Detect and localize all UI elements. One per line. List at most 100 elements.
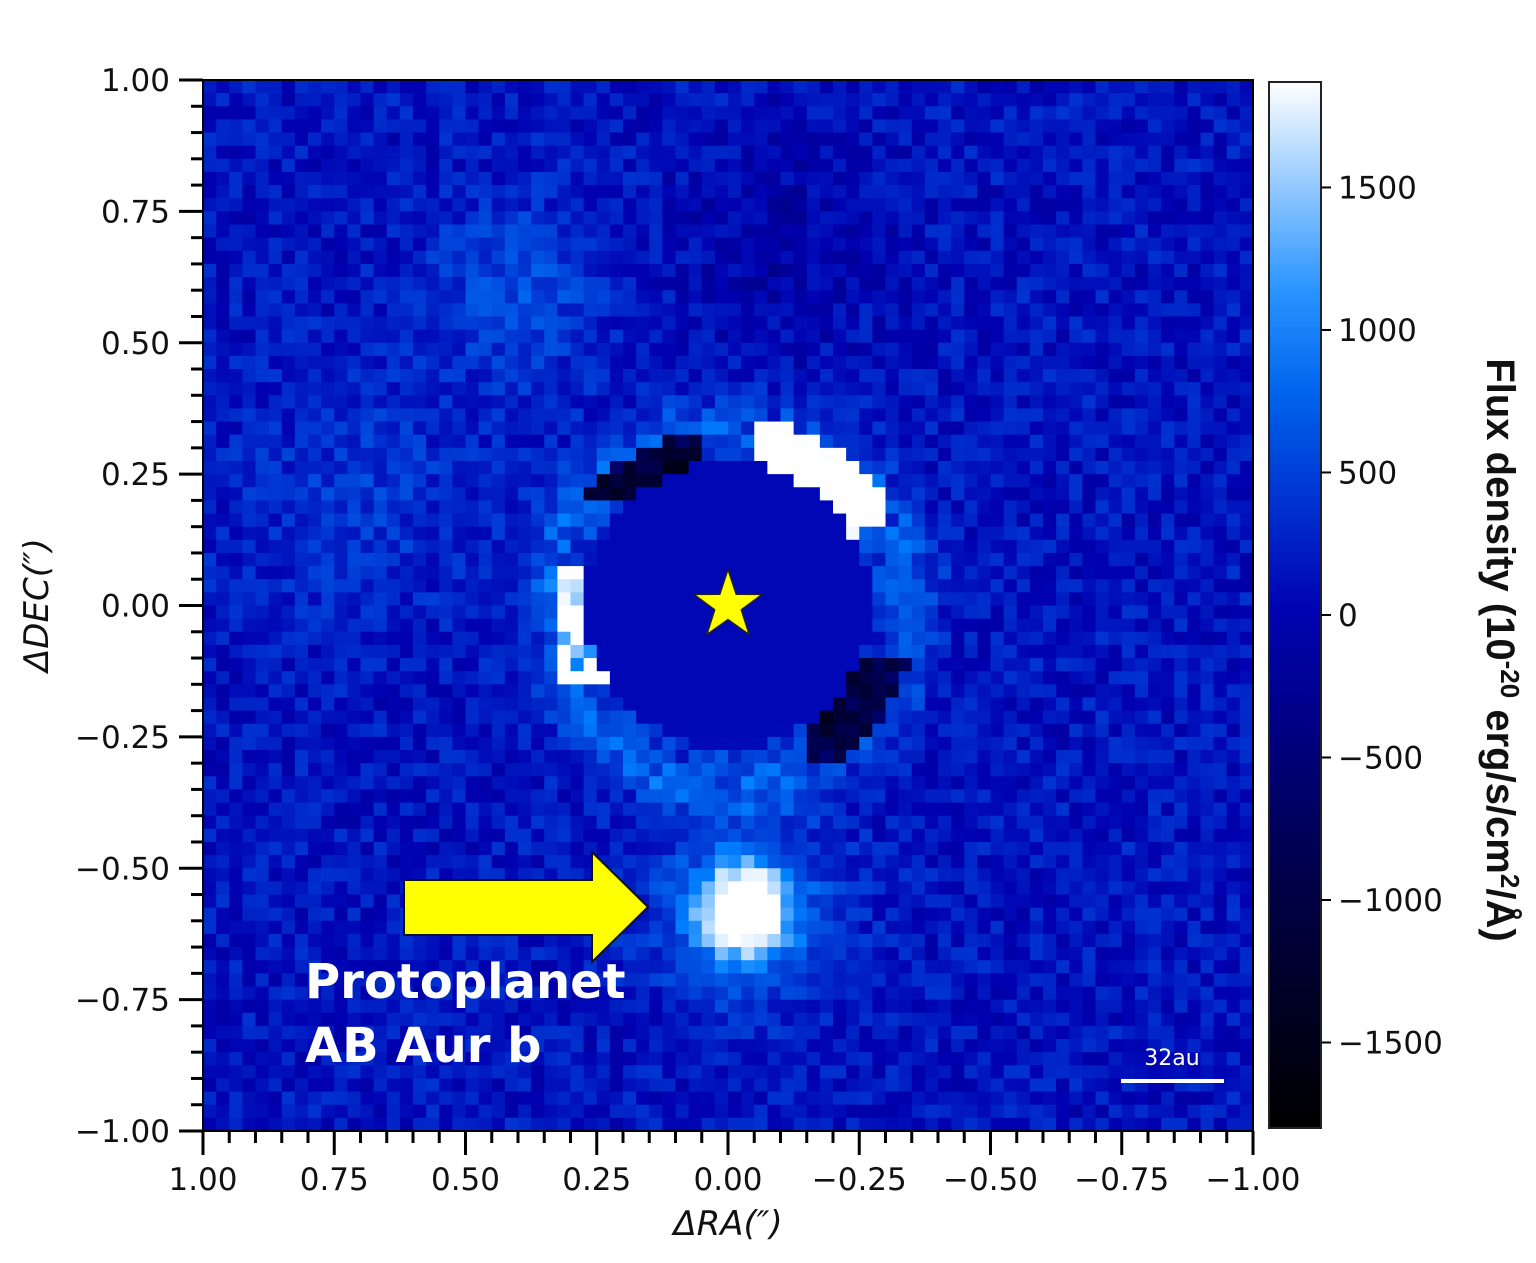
heatmap-cell	[1082, 290, 1097, 304]
heatmap-cell	[728, 736, 742, 751]
heatmap-cell	[951, 487, 965, 501]
heatmap-cell	[806, 605, 821, 620]
heatmap-cell	[990, 605, 1005, 620]
heatmap-cell	[347, 539, 362, 554]
heatmap-cell	[531, 369, 545, 383]
heatmap-cell	[859, 566, 873, 580]
heatmap-cell	[347, 237, 362, 252]
heatmap-cell	[741, 828, 755, 843]
heatmap-cell	[439, 592, 453, 607]
heatmap-cell	[531, 618, 545, 633]
heatmap-cell	[1226, 395, 1241, 410]
heatmap-cell	[426, 513, 440, 528]
heatmap-cell	[399, 369, 414, 383]
heatmap-cell	[570, 802, 585, 817]
heatmap-cell	[636, 631, 650, 646]
heatmap-cell	[885, 250, 900, 265]
heatmap-cell	[1056, 552, 1070, 567]
heatmap-cell	[1200, 132, 1215, 147]
heatmap-cell	[649, 474, 663, 488]
heatmap-cell	[1174, 395, 1188, 410]
heatmap-cell	[255, 736, 270, 751]
heatmap-cell	[465, 474, 480, 488]
heatmap-cell	[1043, 828, 1057, 843]
heatmap-cell	[1121, 211, 1136, 226]
heatmap-cell	[1161, 841, 1175, 856]
heatmap-cell	[767, 671, 782, 685]
heatmap-cell	[951, 513, 965, 528]
heatmap-cell	[1200, 631, 1215, 646]
heatmap-cell	[1095, 763, 1110, 777]
heatmap-cell	[623, 815, 637, 830]
heatmap-cell	[583, 277, 598, 291]
heatmap-cell	[426, 408, 440, 423]
heatmap-cell	[609, 342, 624, 357]
heatmap-cell	[609, 644, 624, 659]
heatmap-cell	[636, 145, 650, 160]
heatmap-cell	[1148, 526, 1162, 541]
heatmap-cell	[859, 237, 873, 252]
heatmap-cell	[294, 671, 309, 685]
heatmap-cell	[780, 421, 795, 436]
heatmap-cell	[649, 408, 663, 423]
heatmap-cell	[373, 474, 388, 488]
heatmap-cell	[662, 631, 677, 646]
heatmap-cell	[216, 198, 230, 212]
heatmap-cell	[557, 868, 572, 882]
heatmap-cell	[557, 198, 572, 212]
heatmap-cell	[754, 631, 768, 646]
heatmap-cell	[1239, 802, 1254, 817]
heatmap-cell	[859, 171, 873, 186]
heatmap-cell	[491, 710, 506, 725]
heatmap-cell	[334, 566, 348, 580]
heatmap-cell	[1213, 211, 1228, 226]
heatmap-cell	[1056, 658, 1070, 672]
heatmap-cell	[924, 487, 939, 501]
heatmap-cell	[504, 237, 519, 252]
heatmap-cell	[846, 329, 860, 344]
heatmap-cell	[1108, 250, 1123, 265]
heatmap-cell	[491, 618, 506, 633]
heatmap-cell	[413, 434, 427, 449]
heatmap-cell	[596, 658, 611, 672]
heatmap-cell	[701, 710, 716, 725]
heatmap-cell	[924, 644, 939, 659]
heatmap-cell	[793, 316, 808, 331]
heatmap-cell	[518, 185, 532, 199]
heatmap-cell	[1082, 211, 1097, 226]
heatmap-cell	[977, 841, 992, 856]
heatmap-cell	[819, 369, 834, 383]
heatmap-cell	[872, 369, 887, 383]
heatmap-cell	[1029, 881, 1044, 896]
heatmap-cell	[649, 171, 663, 186]
heatmap-cell	[1213, 723, 1228, 738]
heatmap-cell	[452, 395, 467, 410]
heatmap-cell	[780, 526, 795, 541]
heatmap-cell	[1108, 723, 1123, 738]
heatmap-cell	[859, 80, 873, 94]
heatmap-cell	[1056, 421, 1070, 436]
heatmap-cell	[1239, 237, 1254, 252]
heatmap-cell	[1082, 552, 1097, 567]
heatmap-cell	[255, 434, 270, 449]
heatmap-cell	[990, 171, 1005, 186]
heatmap-cell	[688, 750, 703, 764]
heatmap-cell	[1095, 447, 1110, 462]
heatmap-cell	[924, 185, 939, 199]
heatmap-cell	[504, 513, 519, 528]
heatmap-cell	[347, 579, 362, 593]
heatmap-cell	[1161, 395, 1175, 410]
heatmap-cell	[780, 474, 795, 488]
heatmap-cell	[1082, 237, 1097, 252]
heatmap-cell	[268, 474, 283, 488]
heatmap-cell	[426, 303, 440, 318]
heatmap-cell	[924, 500, 939, 515]
heatmap-cell	[885, 750, 900, 764]
heatmap-cell	[1134, 211, 1149, 226]
heatmap-cell	[1121, 658, 1136, 672]
heatmap-cell	[1082, 802, 1097, 817]
heatmap-cell	[688, 145, 703, 160]
heatmap-cell	[294, 566, 309, 580]
heatmap-cell	[570, 303, 585, 318]
heatmap-cell	[216, 106, 230, 121]
